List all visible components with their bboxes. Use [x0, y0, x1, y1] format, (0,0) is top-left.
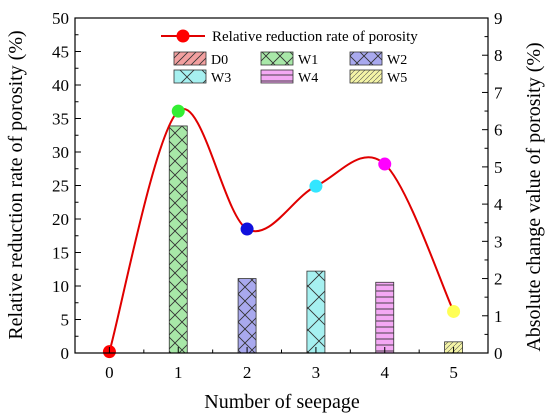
left-y-tick-label: 30 — [52, 143, 69, 162]
right-y-tick-label: 9 — [494, 9, 503, 28]
legend-swatch-pattern-W1 — [260, 51, 294, 66]
left-y-axis-title: Relative reduction rate of porosity (%) — [5, 30, 27, 339]
left-y-tick-label: 25 — [52, 177, 69, 196]
left-y-tick-label: 35 — [52, 110, 69, 129]
legend-swatch-pattern-W4 — [260, 69, 294, 84]
right-y-tick-label: 4 — [494, 195, 503, 214]
legend-bars: D0 W1 W2 W3 W4 W5 — [173, 51, 407, 86]
x-tick-label: 0 — [105, 363, 114, 382]
x-tick-label: 5 — [449, 363, 458, 382]
bar-pattern-W4 — [375, 281, 395, 354]
right-y-tick-label: 5 — [494, 158, 503, 177]
left-y-tick-label: 20 — [52, 210, 69, 229]
x-tick-label: 3 — [312, 363, 321, 382]
legend-swatch-pattern-W3 — [173, 69, 207, 84]
legend-swatch-pattern-W5 — [349, 69, 383, 84]
line-point-3 — [309, 179, 323, 193]
right-y-tick-label: 7 — [494, 83, 503, 102]
left-y-tick-label: 10 — [52, 277, 69, 296]
bar-pattern-W2 — [237, 278, 257, 354]
bars-layer — [168, 125, 463, 354]
legend-swatch-pattern-D0 — [173, 51, 207, 66]
legend-line-label: Relative reduction rate of porosity — [212, 29, 418, 45]
left-y-tick-label: 45 — [52, 43, 69, 62]
right-y-tick-label: 0 — [494, 344, 503, 363]
x-axis-title: Number of seepage — [204, 391, 360, 413]
line-point-2 — [240, 222, 254, 236]
right-y-tick-label: 6 — [494, 121, 503, 140]
right-y-axis-title: Absolute change value of porosity (%) — [523, 42, 545, 351]
line-series-path — [108, 107, 455, 352]
x-tick-label: 1 — [174, 363, 183, 382]
legend-label-D0: D0 — [211, 53, 228, 68]
right-y-tick-label: 3 — [494, 232, 503, 251]
legend-label-W2: W2 — [387, 53, 407, 68]
bar-pattern-W1 — [168, 125, 188, 354]
left-y-tick-label: 15 — [52, 244, 69, 263]
legend-swatch-pattern-W2 — [349, 51, 383, 66]
legend-label-W3: W3 — [211, 71, 231, 86]
line-point-5 — [447, 304, 461, 318]
legend-label-W5: W5 — [387, 71, 407, 86]
legend-line-marker — [176, 29, 190, 43]
line-point-1 — [171, 104, 185, 118]
left-y-tick-label: 0 — [61, 344, 70, 363]
left-y-tick-label: 40 — [52, 76, 69, 95]
legend-label-W1: W1 — [298, 53, 318, 68]
right-y-tick-label: 1 — [494, 307, 503, 326]
legend: Relative reduction rate of porosity D0 W1… — [161, 29, 418, 86]
left-y-tick-label: 50 — [52, 9, 69, 28]
plot-frame — [74, 17, 489, 354]
bar-pattern-W3 — [306, 270, 326, 354]
right-y-tick-label: 8 — [494, 46, 503, 65]
left-y-tick-label: 5 — [61, 311, 70, 330]
x-tick-label: 2 — [243, 363, 252, 382]
right-y-tick-label: 2 — [494, 270, 503, 289]
line-layer — [102, 104, 461, 359]
line-point-4 — [378, 157, 392, 171]
x-tick-label: 4 — [381, 363, 390, 382]
legend-label-W4: W4 — [298, 71, 318, 86]
